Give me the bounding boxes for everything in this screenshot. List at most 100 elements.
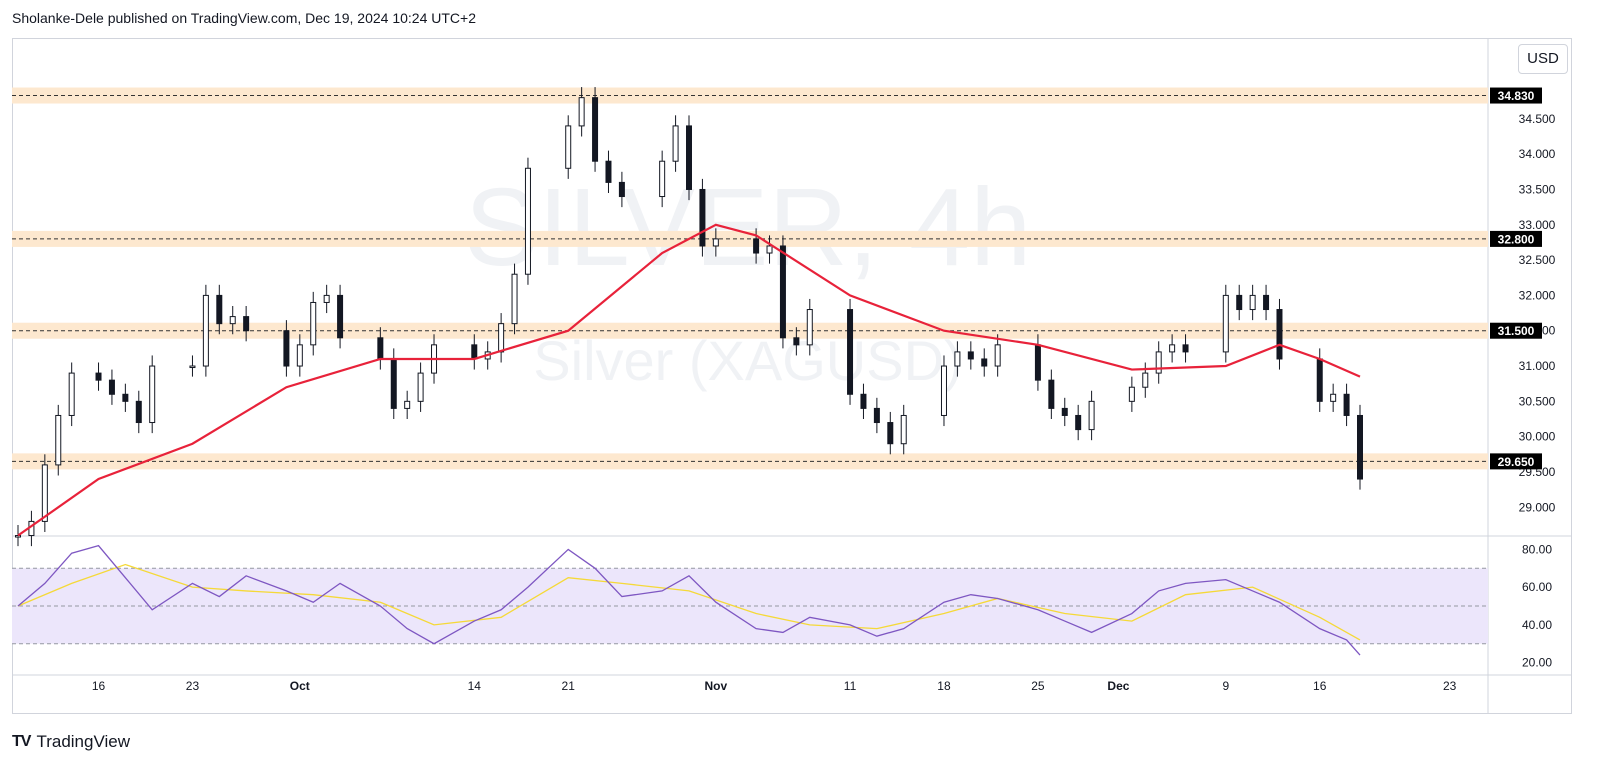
candle-body — [15, 535, 21, 538]
time-tick-label: 18 — [937, 679, 951, 693]
candle-body — [793, 337, 800, 346]
time-tick-label: Dec — [1107, 679, 1129, 693]
candle-body — [55, 414, 62, 466]
candle-body — [68, 372, 75, 416]
watermark-symbol: SILVER, 4h — [465, 166, 1032, 289]
candle-body — [1316, 358, 1323, 402]
candle-body — [578, 97, 585, 127]
price-tag-label: 29.650 — [1498, 455, 1535, 469]
price-tick-label: 32.500 — [1519, 253, 1556, 267]
tradingview-brand-text: TradingView — [36, 732, 131, 751]
candle-body — [511, 273, 518, 325]
candle-body — [189, 365, 196, 369]
candle-body — [404, 400, 411, 409]
moving-average-line — [17, 223, 1361, 537]
candle-body — [417, 372, 424, 402]
price-tick-label: 31.000 — [1519, 359, 1556, 373]
time-tick-label: 11 — [844, 679, 857, 693]
candle-body — [873, 407, 880, 424]
candle-body — [377, 337, 384, 360]
candle-body — [860, 393, 867, 409]
candle-body — [806, 309, 813, 346]
watermark-name: Silver (XAGUSD) — [533, 329, 962, 392]
candle-body — [1169, 344, 1176, 353]
candle-body — [900, 414, 907, 445]
candle-body — [337, 294, 344, 339]
candle-body — [887, 422, 894, 445]
rsi-tick-label: 20.00 — [1522, 656, 1552, 670]
candle-body — [847, 309, 854, 395]
time-tick-label: 16 — [92, 679, 106, 693]
price-tick-label: 32.000 — [1519, 288, 1556, 302]
publisher-caption: Sholanke-Dele published on TradingView.c… — [12, 10, 476, 26]
candle-body — [954, 351, 961, 367]
price-tick-label: 34.500 — [1519, 112, 1556, 126]
candle-body — [310, 301, 317, 346]
candle-body — [779, 245, 786, 339]
candle-body — [1034, 344, 1041, 381]
candle-body — [524, 167, 531, 275]
candle-body — [229, 316, 236, 325]
chart-frame[interactable] — [12, 38, 1572, 714]
candle-body — [149, 365, 156, 424]
footer-brand[interactable]: TV TradingView — [12, 732, 130, 752]
price-tag-box — [1490, 87, 1542, 104]
candle-body — [1276, 309, 1283, 360]
candle-body — [1128, 386, 1135, 402]
price-tag-label: 32.800 — [1498, 232, 1535, 246]
time-tick-label: Oct — [290, 679, 310, 693]
candle-body — [712, 238, 719, 247]
candle-body — [283, 330, 290, 367]
currency-selector[interactable]: USD — [1518, 44, 1568, 74]
candle-body — [1263, 294, 1270, 311]
tradingview-logo-icon: TV — [12, 733, 31, 750]
time-tick-label: 16 — [1313, 679, 1327, 693]
candle-body — [1222, 294, 1229, 353]
candle-body — [41, 464, 48, 522]
time-tick-label: 9 — [1222, 679, 1229, 693]
candle-body — [753, 238, 760, 254]
candle-body — [1142, 372, 1149, 388]
rsi-tick-label: 40.00 — [1522, 618, 1552, 632]
candle-body — [1249, 294, 1256, 311]
time-tick-label: 25 — [1031, 679, 1045, 693]
candle-body — [699, 188, 706, 247]
candle-body — [1088, 400, 1095, 431]
time-tick-label: 23 — [1443, 679, 1457, 693]
candle-body — [471, 344, 478, 360]
rsi-tick-label: 60.00 — [1522, 580, 1552, 594]
candle-body — [1061, 407, 1068, 416]
candle-body — [1343, 393, 1350, 416]
price-tag-label: 34.830 — [1498, 89, 1535, 103]
candle-body — [1182, 344, 1189, 353]
price-tag-box — [1490, 322, 1542, 339]
candle-body — [1075, 414, 1082, 431]
candle-body — [323, 294, 330, 303]
candle-body — [296, 344, 303, 367]
price-tag-label: 31.500 — [1498, 324, 1535, 338]
candle-body — [565, 125, 572, 169]
candle-body — [95, 372, 102, 381]
candle-body — [216, 294, 223, 325]
price-tag-box — [1490, 453, 1542, 470]
candle-body — [672, 125, 679, 162]
rsi-line — [17, 544, 1361, 656]
candle-body — [202, 294, 209, 367]
price-tick-label: 30.000 — [1519, 430, 1556, 444]
candle-body — [1357, 414, 1363, 480]
candle-body — [243, 316, 250, 332]
price-tag-box — [1490, 230, 1542, 247]
time-tick-label: 14 — [468, 679, 482, 693]
price-tick-label: 33.000 — [1519, 218, 1556, 232]
candle-body — [981, 358, 988, 367]
candle-body — [766, 245, 773, 254]
candle-body — [498, 323, 505, 353]
candle-body — [940, 365, 947, 416]
candle-body — [659, 160, 666, 198]
price-tick-label: 30.500 — [1519, 394, 1556, 408]
candle-body — [135, 400, 142, 424]
candle-body — [686, 125, 692, 190]
candle-body — [592, 97, 599, 162]
price-tick-label: 34.000 — [1519, 147, 1556, 161]
